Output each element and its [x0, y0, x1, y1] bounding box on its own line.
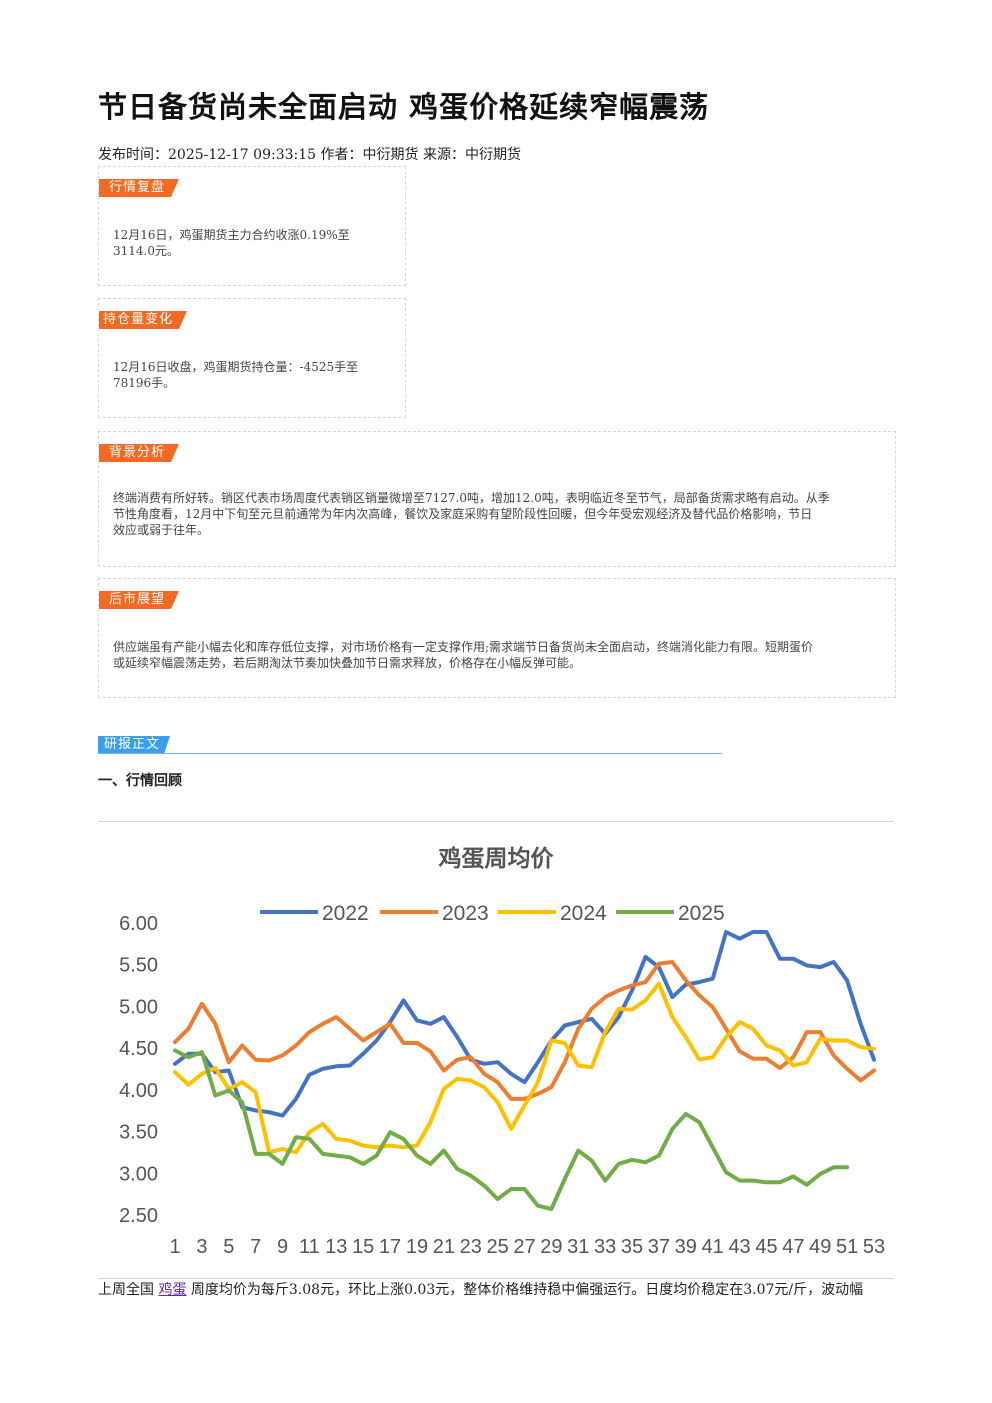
series-line-2023 — [173, 960, 876, 1101]
outlook-line-2: 或延续窄幅震荡走势，若后期淘汰节奏加快叠加节日需求释放，价格存在小幅反弹可能。 — [113, 656, 582, 670]
x-tick-label: 31 — [567, 1236, 589, 1258]
market-review-line-1: 12月16日，鸡蛋期货主力合约收涨0.19%至 — [113, 228, 350, 242]
background-line-1: 终端消费有所好转。销区代表市场周度代表销区销量微增至7127.0吨，增加12.0… — [113, 491, 830, 505]
x-tick-label: 13 — [325, 1236, 347, 1258]
legend-label-2023: 2023 — [442, 902, 489, 925]
x-tick-label: 43 — [728, 1236, 750, 1258]
body-prefix: 上周全国 — [98, 1282, 159, 1298]
series-line-2025 — [173, 1048, 850, 1211]
x-tick-label: 35 — [621, 1236, 643, 1258]
x-tick-label: 41 — [702, 1236, 724, 1258]
chart-top-divider — [98, 821, 894, 822]
market-review-tag: 行情复盘 — [99, 179, 179, 197]
legend-label-2022: 2022 — [322, 902, 369, 925]
chart-bottom-divider — [98, 1278, 894, 1279]
y-tick-label: 4.00 — [119, 1080, 158, 1102]
x-tick-label: 5 — [223, 1236, 234, 1258]
position-change-box: 持仓量变化 12月16日收盘，鸡蛋期货持仓量：-4525手至 78196手。 — [98, 298, 406, 418]
background-box: 背景分析 终端消费有所好转。销区代表市场周度代表销区销量微增至7127.0吨，增… — [98, 431, 896, 567]
outlook-line-1: 供应端虽有产能小幅去化和库存低位支撑，对市场价格有一定支撑作用;需求端节日备货尚… — [113, 640, 814, 654]
y-tick-label: 2.50 — [119, 1205, 158, 1227]
y-tick-label: 3.50 — [119, 1122, 158, 1144]
egg-link[interactable]: 鸡蛋 — [158, 1282, 187, 1298]
legend-label-2025: 2025 — [678, 902, 725, 925]
position-change-line-1: 12月16日收盘，鸡蛋期货持仓量：-4525手至 — [113, 360, 359, 374]
background-line-3: 效应或弱于往年。 — [113, 523, 210, 537]
x-tick-label: 37 — [648, 1236, 670, 1258]
background-tag: 背景分析 — [99, 444, 179, 462]
x-tick-label: 11 — [299, 1236, 320, 1258]
section-heading: 一、行情回顾 — [98, 773, 182, 789]
x-tick-label: 45 — [755, 1236, 777, 1258]
market-review-line-2: 3114.0元。 — [113, 244, 179, 258]
article-meta: 发布时间：2025-12-17 09:33:15 作者：中衍期货 来源：中衍期货 — [98, 147, 521, 163]
x-tick-label: 49 — [809, 1236, 831, 1258]
x-tick-label: 15 — [352, 1236, 374, 1258]
x-tick-label: 47 — [782, 1236, 804, 1258]
body-paragraph: 上周全国 鸡蛋 周度均价为每斤3.08元，环比上涨0.03元，整体价格维持稳中偏… — [98, 1279, 863, 1299]
position-change-line-2: 78196手。 — [113, 376, 176, 390]
outlook-tag: 后市展望 — [99, 591, 179, 609]
y-tick-label: 6.00 — [119, 913, 158, 935]
x-tick-label: 39 — [675, 1236, 697, 1258]
chart-title: 鸡蛋周均价 — [438, 845, 555, 871]
x-tick-label: 53 — [863, 1236, 885, 1258]
body-suffix: 周度均价为每斤3.08元，环比上涨0.03元，整体价格维持稳中偏强运行。日度均价… — [186, 1282, 864, 1298]
x-tick-label: 21 — [433, 1236, 455, 1258]
y-tick-label: 4.50 — [119, 1038, 158, 1060]
x-tick-label: 3 — [196, 1236, 207, 1258]
x-tick-label: 7 — [250, 1236, 261, 1258]
y-tick-label: 5.00 — [119, 996, 158, 1018]
x-tick-label: 25 — [486, 1236, 508, 1258]
x-tick-label: 19 — [406, 1236, 428, 1258]
y-tick-label: 3.00 — [119, 1163, 158, 1185]
y-tick-label: 5.50 — [119, 955, 158, 977]
report-divider — [98, 753, 722, 754]
report-body-tag: 研报正文 — [98, 736, 170, 754]
x-tick-label: 23 — [460, 1236, 482, 1258]
position-change-tag: 持仓量变化 — [99, 311, 187, 329]
article-title: 节日备货尚未全面启动 鸡蛋价格延续窄幅震荡 — [98, 90, 710, 124]
x-tick-label: 1 — [169, 1236, 180, 1258]
x-tick-label: 51 — [836, 1236, 858, 1258]
x-tick-label: 17 — [379, 1236, 401, 1258]
x-tick-label: 9 — [277, 1236, 288, 1258]
x-tick-label: 29 — [540, 1236, 562, 1258]
x-tick-label: 27 — [513, 1236, 535, 1258]
x-tick-label: 33 — [594, 1236, 616, 1258]
background-line-2: 节性角度看，12月中下旬至元旦前通常为年内次高峰，餐饮及家庭采购有望阶段性回暖，… — [113, 507, 813, 521]
egg-weekly-price-chart: 鸡蛋周均价 2022 2023 2024 2025 6.00 5.50 5.00 4.50 4.0… — [119, 845, 885, 1258]
series-line-2022 — [173, 930, 876, 1118]
legend-label-2024: 2024 — [560, 902, 607, 925]
market-review-box: 行情复盘 12月16日，鸡蛋期货主力合约收涨0.19%至 3114.0元。 — [98, 166, 406, 286]
series-line-2024 — [173, 981, 876, 1155]
outlook-box: 后市展望 供应端虽有产能小幅去化和库存低位支撑，对市场价格有一定支撑作用;需求端… — [98, 578, 896, 698]
